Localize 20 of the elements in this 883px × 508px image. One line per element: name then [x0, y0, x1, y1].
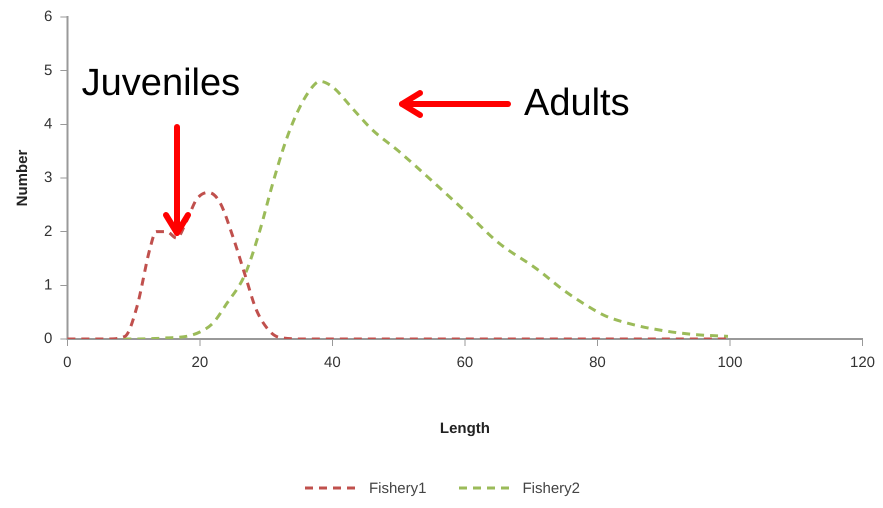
- x-tick-label: 100: [717, 354, 742, 372]
- y-tick-label: 3: [44, 169, 52, 186]
- legend-label: Fishery1: [368, 480, 426, 496]
- y-tick-label: 6: [44, 8, 52, 26]
- y-axis-title: Number: [14, 150, 32, 206]
- y-tick-label: 4: [44, 115, 52, 132]
- annotation: Juveniles: [82, 62, 240, 106]
- annotation: Adults: [524, 82, 630, 125]
- x-tick-label: 80: [589, 354, 606, 372]
- x-tick-label: 40: [324, 354, 341, 372]
- x-tick-label: 120: [850, 354, 875, 372]
- x-tick-label: 60: [456, 354, 474, 372]
- x-tick-label: 20: [192, 354, 208, 372]
- y-tick-label: 2: [44, 222, 52, 240]
- x-axis-title: Length: [440, 420, 490, 438]
- y-tick-label: 1: [44, 276, 52, 294]
- y-tick-label: 5: [44, 62, 52, 79]
- x-tick-label: 0: [63, 354, 72, 372]
- y-tick-label: 0: [44, 330, 52, 348]
- legend-label: Fishery2: [522, 480, 580, 496]
